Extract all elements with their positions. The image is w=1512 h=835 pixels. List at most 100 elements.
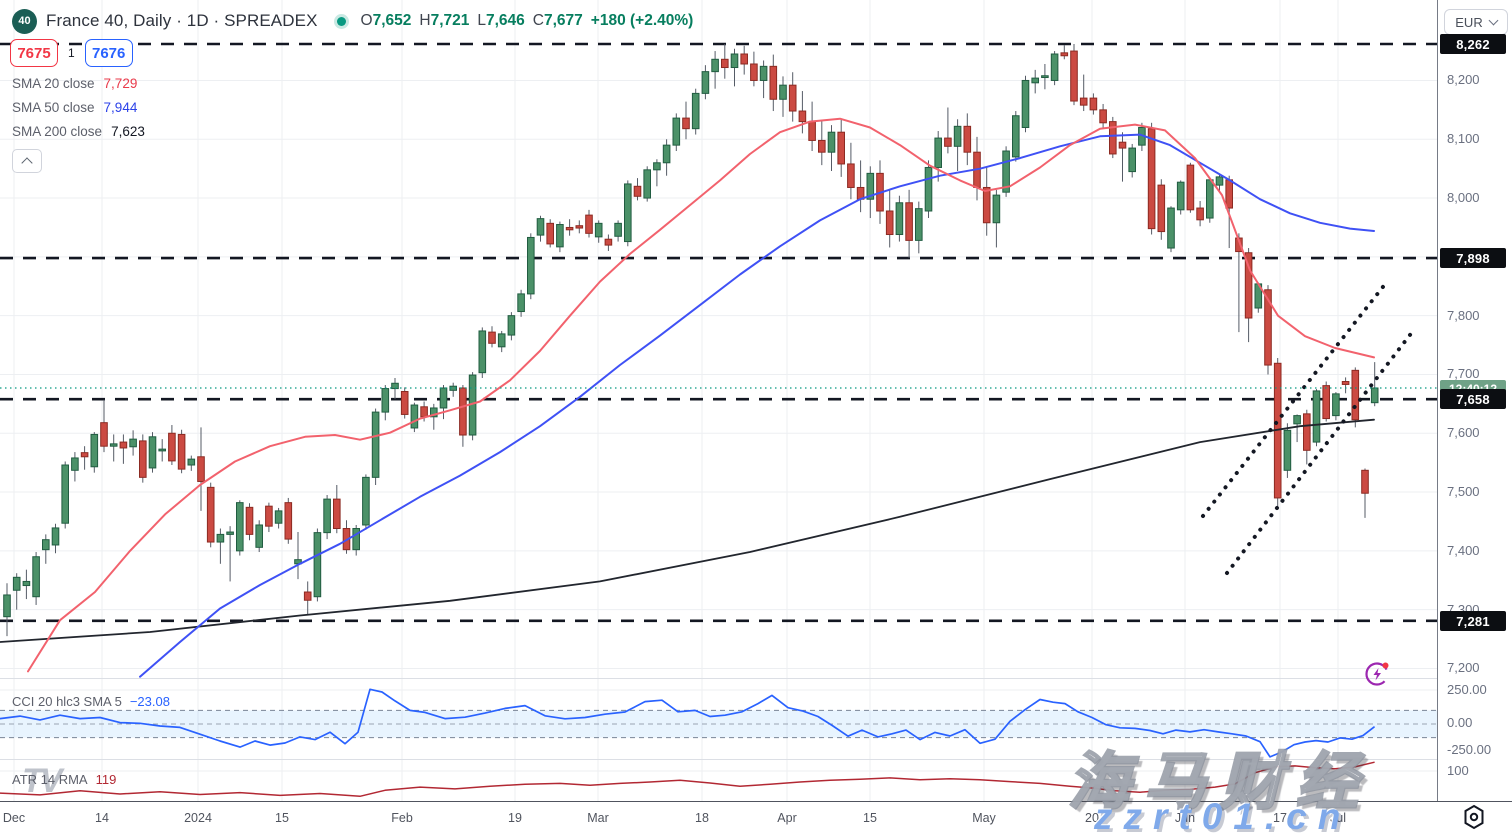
- candle[interactable]: [779, 84, 787, 100]
- indicator-row-sma20[interactable]: SMA 20 close 7,729: [12, 75, 138, 91]
- candle[interactable]: [255, 524, 263, 548]
- candle[interactable]: [1128, 147, 1137, 173]
- candle[interactable]: [1031, 77, 1040, 84]
- candle[interactable]: [934, 137, 943, 168]
- candle[interactable]: [22, 580, 31, 587]
- candle[interactable]: [944, 137, 952, 147]
- candle[interactable]: [400, 391, 409, 415]
- candle[interactable]: [1196, 207, 1204, 221]
- candle[interactable]: [109, 443, 118, 447]
- candle[interactable]: [274, 510, 283, 524]
- chart-canvas[interactable]: [0, 0, 1437, 801]
- candle[interactable]: [420, 406, 428, 418]
- candle[interactable]: [284, 502, 293, 540]
- candle[interactable]: [730, 53, 739, 69]
- candle[interactable]: [546, 222, 555, 245]
- candle[interactable]: [1041, 75, 1049, 79]
- candle[interactable]: [1215, 176, 1224, 186]
- candle[interactable]: [3, 594, 11, 618]
- candle[interactable]: [837, 131, 846, 165]
- candle[interactable]: [139, 440, 147, 478]
- buy-button[interactable]: 7676: [84, 39, 133, 67]
- candle[interactable]: [371, 411, 380, 478]
- candle[interactable]: [682, 117, 690, 130]
- candle[interactable]: [1157, 184, 1166, 233]
- candle[interactable]: [439, 387, 448, 409]
- candle[interactable]: [323, 498, 331, 534]
- market-status-dot-icon[interactable]: [336, 16, 346, 26]
- flash-alert-icon[interactable]: [1363, 659, 1393, 689]
- candle[interactable]: [459, 387, 467, 436]
- candle[interactable]: [129, 438, 137, 448]
- candle[interactable]: [536, 218, 545, 236]
- indicator-row-sma200[interactable]: SMA 200 close 7,623: [12, 123, 145, 139]
- candle[interactable]: [759, 65, 768, 81]
- legend-collapse-button[interactable]: [12, 149, 42, 173]
- candle[interactable]: [818, 139, 826, 153]
- candle[interactable]: [352, 528, 360, 551]
- candle[interactable]: [750, 63, 758, 81]
- candle[interactable]: [643, 169, 652, 199]
- candle[interactable]: [148, 436, 157, 469]
- candle[interactable]: [653, 162, 661, 171]
- candle[interactable]: [303, 591, 312, 601]
- candle[interactable]: [527, 236, 535, 295]
- candle[interactable]: [1118, 141, 1127, 149]
- candle[interactable]: [1244, 252, 1253, 319]
- candle[interactable]: [827, 131, 836, 153]
- candle[interactable]: [1079, 97, 1088, 106]
- candle[interactable]: [740, 53, 749, 65]
- candle[interactable]: [1186, 164, 1195, 211]
- candle[interactable]: [905, 202, 913, 241]
- candle[interactable]: [915, 208, 923, 241]
- pane-separator-atr[interactable]: [0, 759, 1512, 760]
- candle[interactable]: [12, 576, 21, 591]
- candle[interactable]: [565, 226, 574, 231]
- candle[interactable]: [71, 457, 79, 471]
- candle[interactable]: [672, 117, 681, 146]
- candle[interactable]: [866, 172, 875, 200]
- candle[interactable]: [1050, 53, 1059, 81]
- cci-line[interactable]: [0, 688, 1375, 758]
- candle[interactable]: [953, 125, 962, 147]
- candle[interactable]: [1361, 469, 1369, 494]
- candle[interactable]: [168, 432, 176, 462]
- candle[interactable]: [333, 498, 341, 530]
- candle[interactable]: [798, 110, 807, 123]
- candle[interactable]: [1206, 179, 1214, 219]
- cci-pane-label[interactable]: CCI 20 hlc3 SMA 5 −23.08: [12, 694, 170, 709]
- candle[interactable]: [1147, 128, 1156, 230]
- symbol-title[interactable]: France 40, Daily · 1D · SPREADEX: [46, 11, 318, 30]
- candle[interactable]: [662, 144, 671, 164]
- candle[interactable]: [992, 194, 1001, 224]
- candle[interactable]: [1332, 393, 1340, 417]
- candle[interactable]: [721, 58, 729, 69]
- candle[interactable]: [769, 65, 778, 100]
- candle[interactable]: [42, 539, 50, 551]
- candle[interactable]: [556, 224, 564, 248]
- candle[interactable]: [80, 452, 89, 458]
- candle[interactable]: [895, 202, 904, 236]
- candle[interactable]: [410, 404, 419, 429]
- candle[interactable]: [100, 422, 108, 447]
- candle[interactable]: [1012, 115, 1020, 158]
- candle[interactable]: [90, 433, 99, 468]
- pane-separator-cci[interactable]: [0, 678, 1512, 679]
- atr-line[interactable]: [0, 761, 1375, 798]
- candle[interactable]: [1303, 413, 1311, 451]
- candle[interactable]: [594, 222, 603, 238]
- currency-dropdown[interactable]: EUR: [1444, 9, 1508, 35]
- candle[interactable]: [1322, 385, 1331, 420]
- candle[interactable]: [788, 84, 797, 112]
- candle[interactable]: [885, 210, 894, 236]
- candle[interactable]: [1293, 415, 1301, 425]
- indicator-row-sma50[interactable]: SMA 50 close 7,944: [12, 99, 138, 115]
- candle[interactable]: [1370, 387, 1379, 404]
- candle[interactable]: [1341, 381, 1350, 385]
- candle[interactable]: [381, 388, 390, 413]
- candle[interactable]: [1351, 369, 1360, 421]
- candle[interactable]: [177, 433, 186, 470]
- candle[interactable]: [236, 502, 244, 552]
- candle[interactable]: [497, 333, 506, 348]
- candle[interactable]: [206, 486, 215, 543]
